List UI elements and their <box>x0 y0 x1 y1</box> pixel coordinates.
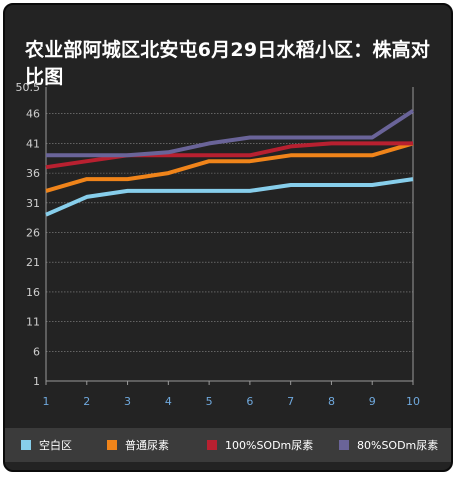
chart-plot: 50.5 46 41 36 31 26 21 16 11 6 1 1 2 3 4 5 6 7 8 9 10 <box>16 81 421 408</box>
legend-item: 空白区 <box>21 437 72 453</box>
y-tick-label: 36 <box>26 167 40 180</box>
legend-item: 普通尿素 <box>107 437 169 453</box>
y-tick-label: 46 <box>26 108 40 121</box>
x-tick-label: 7 <box>287 395 294 408</box>
series-line-3 <box>45 141 413 170</box>
x-tick-label: 3 <box>124 395 131 408</box>
y-tick-label: 16 <box>26 286 40 299</box>
legend-item: 100%SODm尿素 <box>207 437 313 453</box>
legend-label: 空白区 <box>39 439 72 452</box>
y-tick-label: 1 <box>33 375 40 388</box>
legend-label: 普通尿素 <box>125 439 169 452</box>
legend-swatch <box>21 440 31 450</box>
series-line-2 <box>45 141 414 193</box>
y-tick-label: 41 <box>26 137 40 150</box>
x-tick-label: 9 <box>369 395 376 408</box>
y-tick-labels: 50.5 46 41 36 31 26 21 16 11 6 1 <box>16 81 41 388</box>
x-tick-label: 4 <box>165 395 172 408</box>
legend-label: 100%SODm尿素 <box>225 439 314 452</box>
axes <box>45 87 414 385</box>
x-tick-label: 6 <box>246 395 253 408</box>
legend-swatch <box>339 440 349 450</box>
x-tick-label: 8 <box>328 395 335 408</box>
chart-legend: 空白区 普通尿素 100%SODm尿素 80%SODm尿素 <box>5 428 451 462</box>
x-tick-label: 2 <box>83 395 90 408</box>
y-tick-label: 26 <box>26 227 40 240</box>
y-tick-label: 31 <box>26 197 40 210</box>
x-tick-label: 10 <box>406 395 420 408</box>
y-tick-label: 50.5 <box>16 81 41 94</box>
y-tick-label: 21 <box>26 256 40 269</box>
legend-label: 80%SODm尿素 <box>357 439 439 452</box>
x-tick-label: 5 <box>206 395 213 408</box>
grid-lines <box>46 113 413 352</box>
chart-title: 农业部阿城区北安屯6月29日水稻小区：株高对比图 <box>25 39 431 88</box>
x-tick-labels: 1 2 3 4 5 6 7 8 9 10 <box>43 395 421 408</box>
series-line-4 <box>46 109 415 158</box>
y-tick-label: 11 <box>26 316 40 329</box>
chart-card: 农业部阿城区北安屯6月29日水稻小区：株高对比图 50.5 46 41 36 31 26 2… <box>3 3 453 472</box>
series-line-1 <box>45 177 414 217</box>
y-tick-label: 6 <box>33 345 40 358</box>
x-tick-label: 1 <box>43 395 50 408</box>
legend-item: 80%SODm尿素 <box>339 437 438 453</box>
legend-swatch <box>107 440 117 450</box>
series-lines <box>45 109 415 217</box>
legend-swatch <box>207 440 217 450</box>
